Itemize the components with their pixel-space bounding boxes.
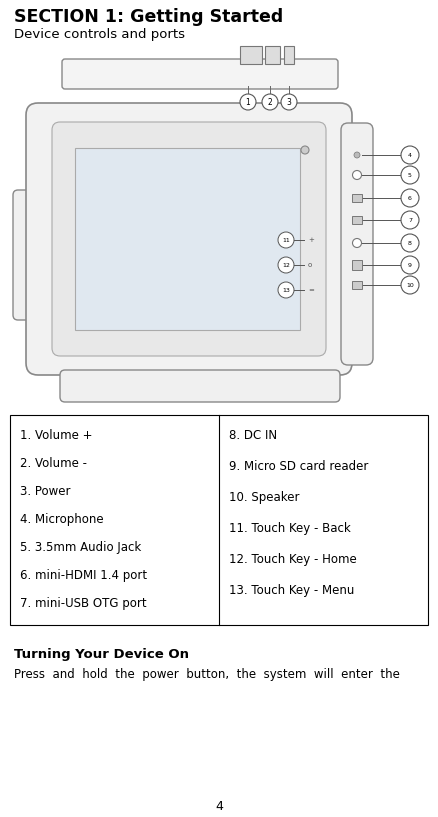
Bar	[240, 46, 262, 64]
Text: 10: 10	[406, 283, 414, 288]
Text: 4: 4	[215, 800, 223, 813]
Text: 8: 8	[408, 240, 412, 245]
Text: 5: 5	[408, 172, 412, 177]
Text: o: o	[308, 262, 312, 268]
Text: 9: 9	[408, 262, 412, 267]
Text: 5. 3.5mm Audio Jack: 5. 3.5mm Audio Jack	[20, 541, 141, 554]
Text: 2. Volume -: 2. Volume -	[20, 457, 87, 470]
Text: 11: 11	[282, 238, 290, 243]
Bar	[284, 46, 294, 64]
FancyBboxPatch shape	[341, 123, 373, 365]
Circle shape	[278, 257, 294, 273]
Text: +: +	[308, 237, 314, 243]
Circle shape	[401, 189, 419, 207]
Circle shape	[353, 171, 361, 180]
Text: SECTION 1: Getting Started: SECTION 1: Getting Started	[14, 8, 283, 26]
Circle shape	[401, 146, 419, 164]
Text: 9. Micro SD card reader: 9. Micro SD card reader	[229, 460, 368, 473]
Circle shape	[401, 211, 419, 229]
Bar	[352, 260, 362, 270]
Text: Press  and  hold  the  power  button,  the  system  will  enter  the: Press and hold the power button, the sys…	[14, 668, 400, 681]
Circle shape	[301, 146, 309, 154]
Text: 13: 13	[282, 288, 290, 292]
Text: Turning Your Device On: Turning Your Device On	[14, 648, 189, 661]
Text: 6. mini-HDMI 1.4 port: 6. mini-HDMI 1.4 port	[20, 569, 147, 582]
Text: 1. Volume +: 1. Volume +	[20, 429, 92, 442]
Text: Device controls and ports: Device controls and ports	[14, 28, 185, 41]
Text: 7: 7	[408, 217, 412, 222]
Text: 2: 2	[268, 97, 272, 106]
FancyBboxPatch shape	[52, 122, 326, 356]
Text: 3: 3	[286, 97, 291, 106]
Text: 3. Power: 3. Power	[20, 485, 71, 498]
Circle shape	[401, 256, 419, 274]
Text: 4. Microphone: 4. Microphone	[20, 513, 104, 526]
FancyBboxPatch shape	[60, 370, 340, 402]
Circle shape	[240, 94, 256, 110]
Bar	[75, 148, 300, 330]
Text: 12: 12	[282, 262, 290, 267]
Circle shape	[281, 94, 297, 110]
Text: 12. Touch Key - Home: 12. Touch Key - Home	[229, 553, 357, 566]
Text: 7. mini-USB OTG port: 7. mini-USB OTG port	[20, 597, 147, 610]
FancyBboxPatch shape	[26, 103, 352, 375]
Bar	[10, 415, 428, 625]
Circle shape	[354, 152, 360, 158]
Circle shape	[401, 234, 419, 252]
Circle shape	[262, 94, 278, 110]
Circle shape	[278, 282, 294, 298]
Text: =: =	[308, 287, 314, 293]
FancyBboxPatch shape	[13, 190, 37, 320]
Circle shape	[278, 232, 294, 248]
Bar	[352, 281, 362, 289]
Bar	[352, 194, 362, 202]
Circle shape	[353, 239, 361, 248]
Text: 4: 4	[408, 153, 412, 158]
Bar	[265, 46, 280, 64]
Text: 11. Touch Key - Back: 11. Touch Key - Back	[229, 522, 351, 535]
Text: 8. DC IN: 8. DC IN	[229, 429, 277, 442]
Text: 6: 6	[408, 195, 412, 200]
Text: 1: 1	[246, 97, 251, 106]
Circle shape	[401, 276, 419, 294]
Bar	[352, 216, 362, 224]
Circle shape	[401, 166, 419, 184]
FancyBboxPatch shape	[62, 59, 338, 89]
Text: 10. Speaker: 10. Speaker	[229, 491, 300, 504]
Text: 13. Touch Key - Menu: 13. Touch Key - Menu	[229, 584, 354, 597]
